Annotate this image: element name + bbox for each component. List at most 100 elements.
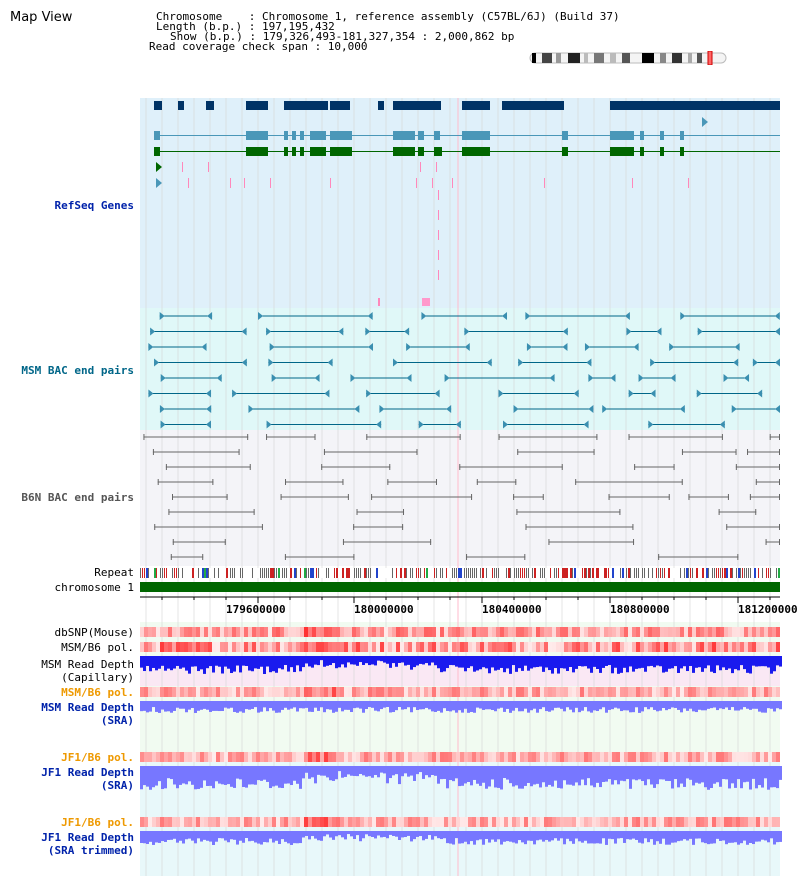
bac-end-marker xyxy=(207,312,213,320)
pol-density-cell xyxy=(432,687,436,697)
read-depth-bar xyxy=(335,701,338,712)
read-depth-bar xyxy=(230,831,233,840)
read-depth-bar xyxy=(389,831,392,835)
pol-density-cell xyxy=(676,817,680,827)
read-depth-bar xyxy=(329,831,332,838)
read-depth-bar xyxy=(590,656,593,673)
pol-density-cell xyxy=(592,642,596,652)
pol-density-cell xyxy=(408,642,412,652)
track-label-jf1-b6-pol-2[interactable]: JF1/B6 pol. xyxy=(61,816,134,829)
track-label-b6n-bac[interactable]: B6N BAC end pairs xyxy=(21,491,134,504)
ideogram-current-region[interactable] xyxy=(707,51,713,65)
track-label-msm-b6-pol-2[interactable]: MSM/B6 pol. xyxy=(61,686,134,699)
track-label-msm-depth-cap[interactable]: MSM Read Depth xyxy=(41,658,134,671)
read-depth-bar xyxy=(677,831,680,842)
read-depth-bar xyxy=(353,766,356,776)
pol-density-cell xyxy=(548,642,552,652)
track-label-msm-depth-sra[interactable]: MSM Read Depth xyxy=(41,701,134,714)
pol-density-cell xyxy=(772,627,776,637)
read-depth-bar xyxy=(578,766,581,786)
pol-density-cell xyxy=(144,817,148,827)
repeat-element xyxy=(652,568,653,578)
read-depth-bar xyxy=(392,656,395,664)
repeat-element xyxy=(742,568,743,578)
pol-density-cell xyxy=(432,817,436,827)
read-depth-bar xyxy=(221,701,224,712)
read-depth-bar xyxy=(632,766,635,780)
pol-density-cell xyxy=(632,752,636,762)
read-depth-bar xyxy=(596,656,599,669)
pol-density-cell xyxy=(428,687,432,697)
gene-exon xyxy=(330,147,352,156)
read-depth-bar xyxy=(275,766,278,786)
repeat-element xyxy=(336,568,338,578)
pol-density-cell xyxy=(332,627,336,637)
read-depth-bar xyxy=(710,831,713,844)
repeat-element xyxy=(648,568,649,578)
track-label-jf1-depth-sra[interactable]: JF1 Read Depth xyxy=(41,766,134,779)
repeat-element xyxy=(516,568,517,578)
pol-density-cell xyxy=(272,817,276,827)
read-depth-bar xyxy=(767,701,770,709)
read-depth-bar xyxy=(347,831,350,835)
pol-density-cell xyxy=(240,642,244,652)
read-depth-bar xyxy=(401,766,404,777)
pol-density-cell xyxy=(380,642,384,652)
read-depth-bar xyxy=(401,701,404,710)
pol-density-cell xyxy=(604,817,608,827)
pol-density-cell xyxy=(720,752,724,762)
read-depth-bar xyxy=(188,831,191,839)
pol-density-cell xyxy=(568,752,572,762)
pol-density-cell xyxy=(240,817,244,827)
pol-density-cell xyxy=(500,627,504,637)
pol-density-cell xyxy=(540,627,544,637)
pol-density-cell xyxy=(640,642,644,652)
track-label-repeat[interactable]: Repeat xyxy=(94,566,134,579)
track-label-msm-bac[interactable]: MSM BAC end pairs xyxy=(21,364,134,377)
pol-density-cell xyxy=(460,627,464,637)
read-depth-bar xyxy=(743,831,746,841)
pol-density-cell xyxy=(748,687,752,697)
bac-end-marker xyxy=(719,420,725,429)
pol-density-cell xyxy=(220,687,224,697)
bac-end-marker xyxy=(224,539,226,545)
read-depth-bar xyxy=(236,701,239,713)
pol-density-cell xyxy=(168,687,172,697)
pol-density-cell xyxy=(524,627,528,637)
repeat-element xyxy=(562,568,564,578)
read-depth-bar xyxy=(266,831,269,843)
track-label-jf1-b6-pol-1[interactable]: JF1/B6 pol. xyxy=(61,751,134,764)
read-depth-bar xyxy=(395,831,398,837)
pol-density-cell xyxy=(768,752,772,762)
repeat-element xyxy=(412,568,413,578)
chromosome-ideogram[interactable] xyxy=(528,51,730,65)
pol-density-cell xyxy=(224,642,228,652)
bac-end-marker xyxy=(688,494,690,500)
pol-density-cell xyxy=(672,627,676,637)
track-label-jf1-depth-trim[interactable]: JF1 Read Depth xyxy=(41,831,134,844)
pol-density-cell xyxy=(480,642,484,652)
read-depth-bar xyxy=(203,656,206,674)
pol-density-cell xyxy=(376,642,380,652)
repeat-element xyxy=(166,568,167,578)
read-depth-bar xyxy=(317,831,320,841)
track-label-refseq[interactable]: RefSeq Genes xyxy=(54,199,134,212)
read-depth-bar xyxy=(650,766,653,785)
pol-density-cell xyxy=(300,627,304,637)
read-depth-bar xyxy=(410,831,413,842)
read-depth-bar xyxy=(419,766,422,773)
read-depth-bar xyxy=(188,766,191,782)
track-label-msm-b6-pol-1[interactable]: MSM/B6 pol. xyxy=(61,641,134,654)
pol-density-cell xyxy=(660,642,664,652)
read-depth-bar xyxy=(599,766,602,788)
pol-density-cell xyxy=(228,687,232,697)
bac-end-marker xyxy=(744,374,750,382)
pol-density-cell xyxy=(712,817,716,827)
bac-end-marker xyxy=(697,327,703,336)
read-depth-bar xyxy=(386,701,389,708)
read-depth-bar xyxy=(698,701,701,710)
track-label-dbsnp[interactable]: dbSNP(Mouse) xyxy=(54,626,134,639)
read-depth-bar xyxy=(728,766,731,789)
pol-density-cell xyxy=(596,687,600,697)
